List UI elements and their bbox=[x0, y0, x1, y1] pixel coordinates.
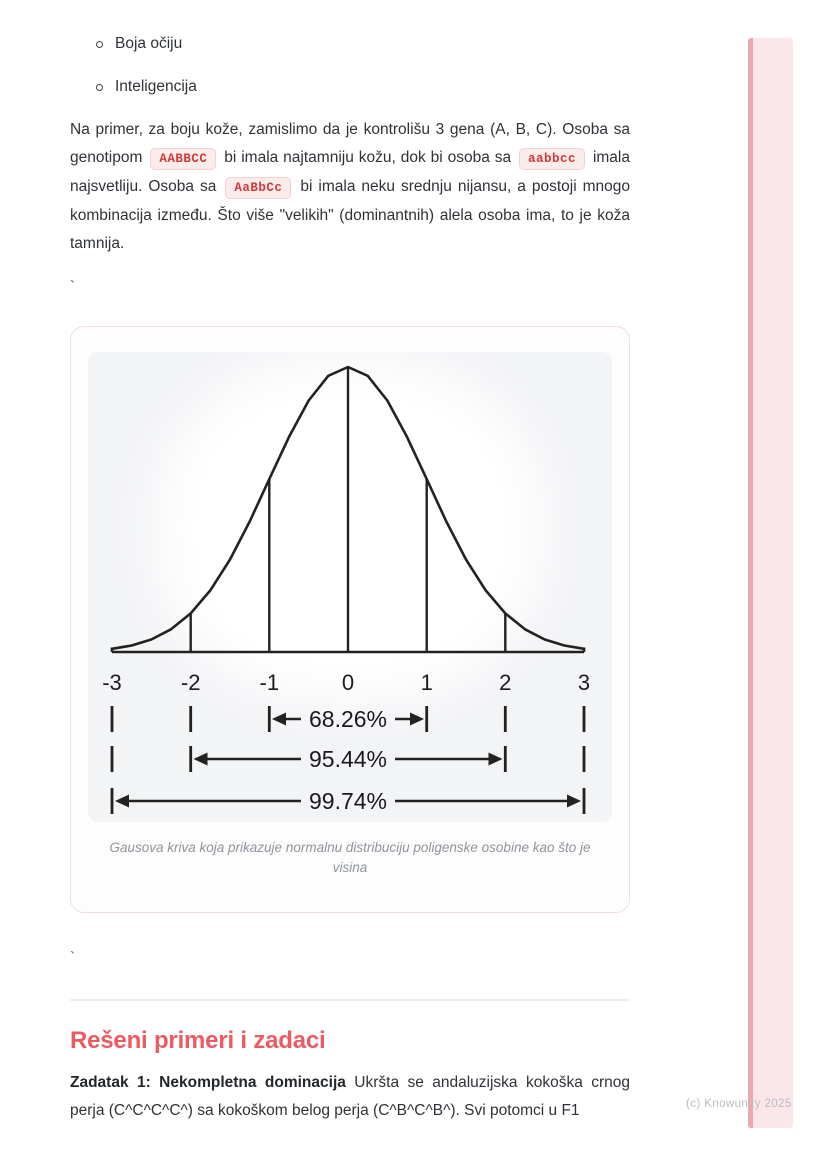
section-divider bbox=[70, 999, 630, 1001]
interval-ticks bbox=[110, 788, 586, 814]
paragraph-skin-color: Na primer, za boju kože, zamislimo da je… bbox=[70, 116, 630, 258]
paragraph-text: bi imala neku srednju nijansu, a postoji… bbox=[70, 178, 631, 252]
genotype-code-badge: AaBbCc bbox=[225, 177, 292, 199]
zadatak-title: Zadatak 1: Nekompletna dominacija bbox=[70, 1074, 346, 1091]
interval-ticks bbox=[110, 706, 586, 732]
interval-label-99: 99.74% bbox=[309, 788, 387, 814]
list-item: Inteligencija bbox=[96, 73, 630, 101]
gaussian-curve-image: -3 -2 -1 0 1 2 3 68.26% bbox=[88, 352, 612, 822]
genotype-code-badge: AABBCC bbox=[150, 148, 217, 170]
normal-distribution-chart: -3 -2 -1 0 1 2 3 68.26% bbox=[102, 365, 590, 814]
x-tick-label: -3 bbox=[102, 670, 122, 695]
section-heading: Rešeni primeri i zadaci bbox=[70, 1027, 326, 1054]
bullet-list: Boja očiju Inteligencija bbox=[70, 30, 630, 101]
x-tick-label: 0 bbox=[342, 670, 354, 695]
highlight-bar-dark bbox=[748, 38, 753, 1128]
interval-ticks bbox=[110, 746, 586, 772]
arrowhead-right-icon bbox=[488, 752, 503, 766]
arrowhead-right-icon bbox=[410, 712, 424, 726]
copyright-watermark: (c) Knowunity 2025 bbox=[686, 1098, 792, 1110]
circle-bullet-icon bbox=[96, 83, 103, 91]
arrowhead-left-icon bbox=[193, 752, 208, 766]
image-white-glow bbox=[158, 360, 542, 700]
x-tick-label: -1 bbox=[260, 670, 280, 695]
paragraph-text: bi imala najtamniju kožu, dok bi osoba s… bbox=[219, 149, 517, 166]
x-tick-label: -2 bbox=[181, 670, 201, 695]
circle-bullet-icon bbox=[96, 40, 103, 48]
stray-backtick: ` bbox=[70, 278, 75, 295]
x-tick-label: 3 bbox=[578, 670, 590, 695]
interval-label-68: 68.26% bbox=[309, 706, 387, 732]
figure-card: -3 -2 -1 0 1 2 3 68.26% bbox=[70, 326, 630, 913]
paragraph-text: Ukršta se andaluzijska kokoška crnog per… bbox=[70, 1074, 630, 1119]
list-item: Boja očiju bbox=[96, 30, 630, 58]
stray-backtick: ` bbox=[70, 949, 75, 966]
arrowhead-left-icon bbox=[115, 794, 129, 808]
paragraph-zadatak1: Zadatak 1: Nekompletna dominacija Ukršta… bbox=[70, 1069, 630, 1125]
list-item-label: Inteligencija bbox=[115, 78, 197, 95]
genotype-code-badge: aabbcc bbox=[519, 148, 586, 170]
list-item-label: Boja očiju bbox=[115, 35, 183, 52]
arrowhead-left-icon bbox=[272, 712, 286, 726]
interval-label-95: 95.44% bbox=[309, 746, 387, 772]
figure-caption: Gausova kriva koja prikazuje normalnu di… bbox=[109, 840, 591, 875]
x-tick-label: 2 bbox=[499, 670, 511, 695]
paragraph-text: imala najsvetliju. Osoba sa bbox=[70, 149, 630, 195]
highlight-bar-light bbox=[753, 38, 793, 1128]
arrowhead-right-icon bbox=[567, 794, 581, 808]
paragraph-text: Na primer, za boju kože, zamislimo da je… bbox=[70, 121, 630, 166]
sigma-guide-lines bbox=[189, 367, 507, 652]
x-tick-label: 1 bbox=[421, 670, 433, 695]
document-content: Boja očiju Inteligencija Na primer, za b… bbox=[70, 0, 630, 1125]
